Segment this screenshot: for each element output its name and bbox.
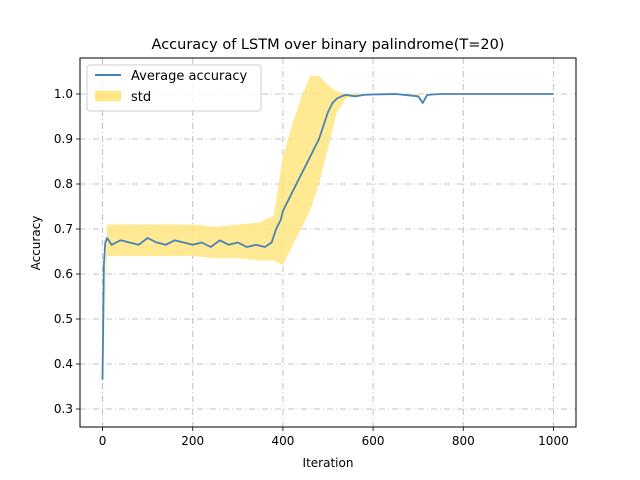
std-band-layer — [102, 76, 554, 380]
legend-label-std: std — [131, 90, 151, 105]
chart-title: Accuracy of LSTM over binary palindrome(… — [152, 37, 505, 53]
legend-box — [86, 64, 262, 112]
x-tick-label: 1000 — [538, 434, 569, 448]
x-tick-label: 400 — [271, 434, 294, 448]
y-tick-label: 0.6 — [54, 267, 73, 281]
plot-frame — [79, 57, 577, 428]
x-axis-ticks: 0 200 400 600 800 1000 — [99, 427, 569, 448]
std-band — [102, 76, 554, 380]
y-tick-label: 0.7 — [54, 222, 73, 236]
y-tick-label: 0.8 — [54, 177, 73, 191]
y-axis-label: Accuracy — [29, 216, 43, 271]
accuracy-line-layer — [101, 93, 554, 380]
y-axis-ticks: 0.3 0.4 0.5 0.6 0.7 0.8 0.9 1.0 — [54, 87, 80, 416]
y-tick-label: 0.4 — [54, 357, 73, 371]
legend-band-swatch — [95, 91, 121, 101]
x-tick-label: 600 — [362, 434, 385, 448]
x-tick-label: 0 — [99, 434, 107, 448]
y-tick-label: 0.9 — [54, 132, 73, 146]
average-accuracy-line — [101, 93, 554, 380]
x-axis-label: Iteration — [303, 456, 354, 470]
legend: Average accuracy std — [86, 64, 262, 112]
y-tick-label: 0.3 — [54, 402, 73, 416]
x-tick-label: 200 — [181, 434, 204, 448]
y-tick-label: 0.5 — [54, 312, 73, 326]
y-tick-label: 1.0 — [54, 87, 73, 101]
x-tick-label: 800 — [452, 434, 475, 448]
legend-label-average-accuracy: Average accuracy — [131, 69, 247, 84]
